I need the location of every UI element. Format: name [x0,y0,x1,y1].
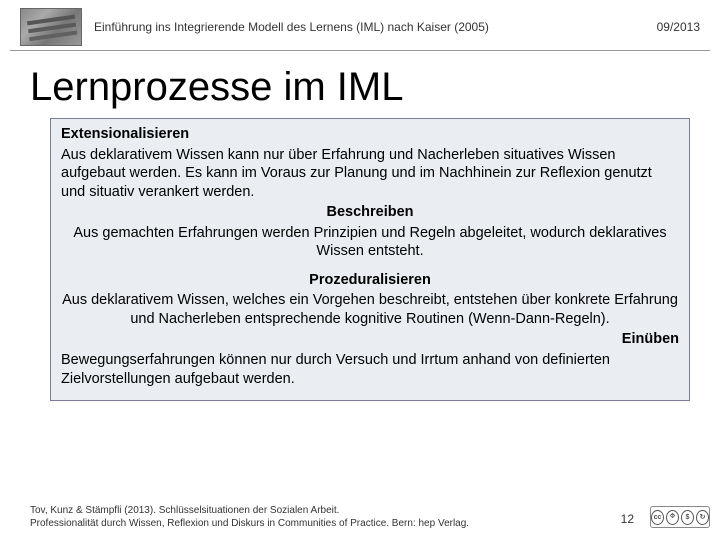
header-date: 09/2013 [657,20,700,34]
sa-icon: ↻ [696,510,709,525]
header-title: Einführung ins Integrierende Modell des … [94,20,657,34]
heading-prozeduralisieren: Prozeduralisieren [61,271,679,290]
page-number: 12 [621,512,634,526]
footer-line1: Tov, Kunz & Stämpfli (2013). Schlüsselsi… [30,505,609,518]
page-title: Lernprozesse im IML [30,65,720,110]
nc-icon: $ [681,510,694,525]
content-box: Extensionalisieren Aus deklarativem Wiss… [50,118,690,401]
footer-line2: Professionalität durch Wissen, Reflexion… [30,518,609,531]
heading-extensionalisieren: Extensionalisieren [61,125,679,144]
heading-einueben: Einüben [61,330,679,349]
paragraph-extensionalisieren: Aus deklarativem Wissen kann nur über Er… [61,146,679,202]
paragraph-beschreiben: Aus gemachten Erfahrungen werden Prinzip… [61,224,679,261]
heading-beschreiben: Beschreiben [61,203,679,222]
by-icon: ⯑ [666,510,679,525]
paragraph-prozeduralisieren: Aus deklarativem Wissen, welches ein Vor… [61,291,679,328]
header-thumbnail [20,8,82,46]
slide-header: Einführung ins Integrierende Modell des … [10,0,710,51]
footer-citation: Tov, Kunz & Stämpfli (2013). Schlüsselsi… [30,505,609,530]
slide-footer: Tov, Kunz & Stämpfli (2013). Schlüsselsi… [30,505,710,530]
paragraph-einueben: Bewegungserfahrungen können nur durch Ve… [61,351,679,388]
cc-license-icon: cc ⯑ $ ↻ [650,506,710,528]
cc-icon: cc [651,510,664,525]
